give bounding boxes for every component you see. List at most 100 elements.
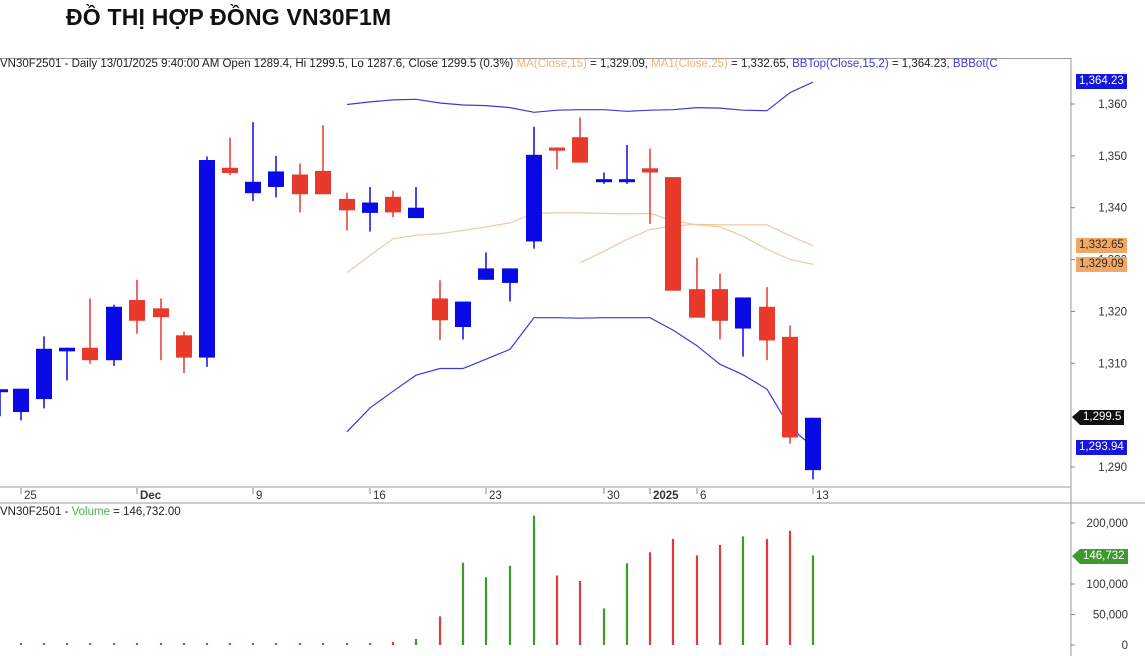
candle-body [59, 347, 75, 352]
candle-body [455, 301, 471, 327]
x-tick-label: 13 [816, 490, 829, 502]
candle-body [502, 268, 518, 283]
legend-bbtop-name: BBTop(Close,15,2) [792, 58, 889, 70]
candle [642, 148, 658, 224]
bbtop-tag: 1,364.23 [1076, 74, 1127, 89]
candle [596, 172, 612, 184]
candle-body [526, 154, 542, 242]
bbbot-tag: 1,293.94 [1076, 440, 1127, 455]
candle [689, 258, 705, 318]
volume-y-tick-label: 200,000 [1086, 518, 1128, 530]
candle-body [199, 160, 215, 358]
y-tick-label: 1,290 [1098, 462, 1127, 474]
candles [0, 117, 821, 480]
legend-ma25-value: = 1,332.65, [727, 58, 793, 70]
candle-body [432, 298, 448, 321]
candle [549, 147, 565, 170]
y-tick-label: 1,350 [1098, 151, 1127, 163]
ma25-tag: 1,332.65 [1076, 238, 1127, 253]
bollinger-bands [346, 81, 814, 448]
volume-last-tag: 146,732 [1080, 549, 1128, 564]
candle-body [665, 177, 681, 291]
candle-body [222, 167, 238, 173]
candle-body [549, 147, 565, 151]
candle [36, 336, 52, 409]
candle [59, 347, 75, 381]
candle [455, 301, 471, 340]
candle-body [408, 207, 424, 219]
x-tick-label: 2025 [653, 490, 679, 502]
candle-body [735, 297, 751, 329]
volume-tag-pointer [1072, 549, 1080, 564]
candle [222, 137, 238, 176]
x-axis: 25 Dec 9 16 23 30 2025 6 13 [20, 488, 829, 502]
candle [129, 279, 145, 334]
candle-body [176, 335, 192, 358]
candle-body [362, 202, 378, 213]
candle [665, 177, 681, 291]
candle [362, 186, 378, 232]
candle [82, 298, 98, 364]
candle-body [782, 336, 798, 438]
candle [13, 388, 29, 421]
candle [526, 126, 542, 249]
candle-body [572, 137, 588, 163]
last-close-tag: 1,299.5 [1080, 410, 1125, 425]
legend-bbbot-name: BBBot(C [952, 58, 998, 70]
candle-body [36, 348, 52, 400]
candle-body [478, 268, 494, 280]
candle-body [0, 389, 8, 393]
candle-body [82, 347, 98, 361]
candle-body [106, 306, 122, 361]
candle-body [805, 417, 821, 471]
candle [292, 163, 308, 213]
ma25-line [579, 223, 814, 264]
candle [385, 190, 401, 218]
volume-y-tick-label: 50,000 [1093, 610, 1128, 622]
moving-averages [346, 212, 814, 273]
ma15-tag: 1,329.09 [1076, 257, 1127, 272]
candle [176, 331, 192, 374]
candle [153, 298, 169, 361]
candle [408, 186, 424, 219]
x-tick-label: 25 [24, 490, 37, 502]
volume-y-tick-label: 0 [1122, 640, 1128, 652]
bb-bottom-line [346, 317, 814, 448]
volume-legend-value: = 146,732.00 [109, 506, 181, 518]
candle-body [129, 300, 145, 321]
candle [432, 280, 448, 340]
candle-body [619, 179, 635, 183]
candle-body [153, 308, 169, 318]
x-tick-label: 6 [700, 490, 706, 502]
candle [0, 389, 8, 417]
legend-ma25-name: MA1(Close,25) [651, 58, 728, 70]
chart-frame-top-border [0, 58, 1071, 59]
y-tick-label: 1,320 [1098, 306, 1127, 318]
y-tick-label: 1,340 [1098, 203, 1127, 215]
page-title: ĐỒ THỊ HỢP ĐỒNG VN30F1M [66, 4, 392, 30]
legend-ma15-value: = 1,329.09, [586, 58, 652, 70]
price-legend-symbol: VN30F2501 - Daily 13/01/2025 9:40:00 AM … [0, 58, 514, 70]
candle-body [339, 198, 355, 211]
x-tick-label: Dec [140, 490, 162, 502]
candle [339, 192, 355, 231]
candle [619, 144, 635, 184]
candle [268, 155, 284, 198]
volume-legend: VN30F2501 - Volume = 146,732.00 [0, 506, 181, 518]
last-close-tag-pointer [1072, 410, 1080, 425]
candle-body [642, 168, 658, 173]
ma15-line [346, 212, 814, 273]
candle [478, 252, 494, 280]
candle-body [13, 388, 29, 413]
candle [315, 125, 331, 195]
candle [805, 417, 821, 480]
bb-top-line [346, 81, 814, 113]
candle [735, 297, 751, 357]
volume-y-axis: 200,000 100,000 50,000 0 [1071, 518, 1128, 652]
candle-body [712, 289, 728, 321]
candle-body [689, 289, 705, 318]
candle-body [759, 306, 775, 341]
x-tick-label: 16 [373, 490, 386, 502]
volume-legend-symbol: VN30F2501 - [0, 506, 72, 518]
